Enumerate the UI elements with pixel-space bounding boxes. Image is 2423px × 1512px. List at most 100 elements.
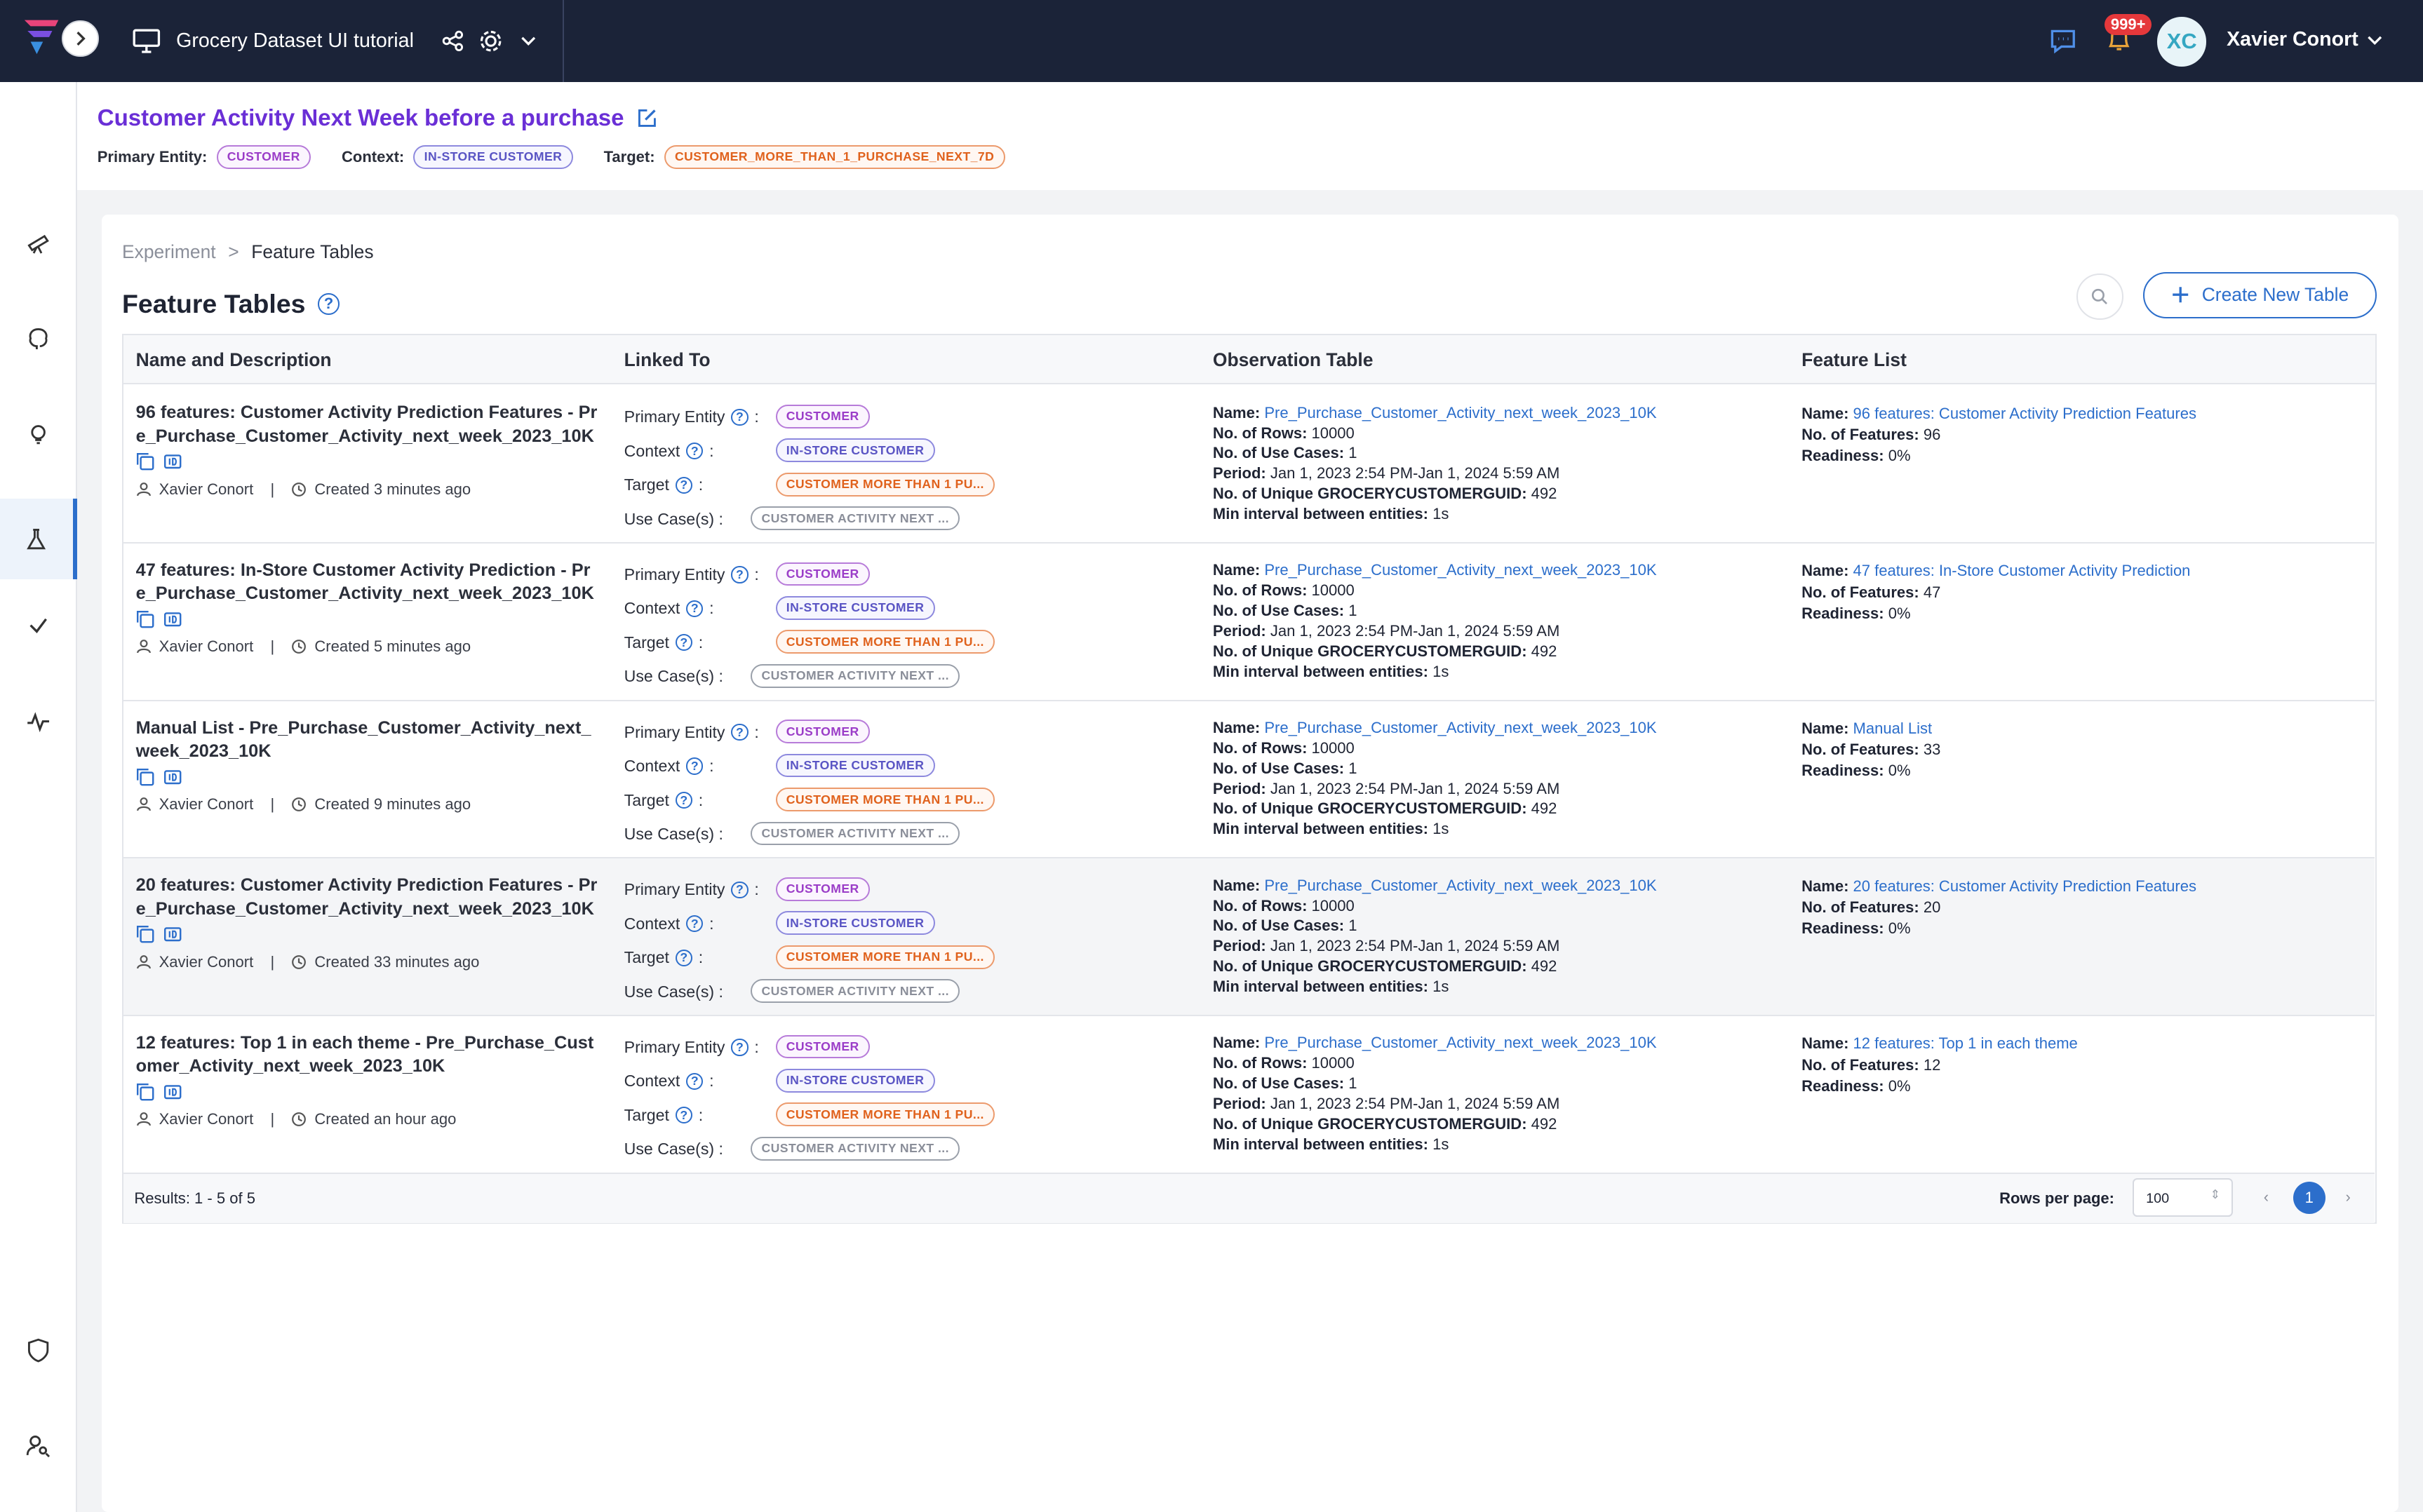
avatar[interactable]: XC: [2156, 17, 2207, 67]
target-tag[interactable]: CUSTOMER MORE THAN 1 PU...: [775, 788, 995, 811]
help-icon[interactable]: ?: [686, 600, 704, 617]
help-icon[interactable]: ?: [686, 1072, 704, 1091]
project-selector[interactable]: Grocery Dataset UI tutorial: [133, 0, 537, 82]
context-tag[interactable]: IN-STORE CUSTOMER: [775, 1069, 935, 1093]
sidebar-item-governance[interactable]: [0, 1319, 77, 1381]
help-icon[interactable]: ?: [686, 915, 704, 933]
sidebar-item-monitor[interactable]: [0, 691, 77, 752]
sidebar-item-users[interactable]: [0, 1415, 77, 1477]
sidebar-item-experiment[interactable]: [0, 499, 78, 579]
row-title[interactable]: Manual List - Pre_Purchase_Customer_Acti…: [135, 717, 591, 761]
help-icon[interactable]: ?: [686, 443, 704, 460]
app-logo-icon[interactable]: [18, 15, 62, 55]
table-row[interactable]: 12 features: Top 1 in each theme - Pre_P…: [123, 1016, 2375, 1174]
id-icon[interactable]: [163, 610, 182, 628]
primary-entity-tag[interactable]: CUSTOMER: [775, 720, 870, 743]
prev-page-icon[interactable]: ‹: [2263, 1187, 2269, 1206]
target-tag[interactable]: CUSTOMER MORE THAN 1 PU...: [775, 472, 995, 497]
create-new-table-button[interactable]: Create New Table: [2143, 271, 2377, 318]
feature-list-link[interactable]: 96 features: Customer Activity Predictio…: [1853, 404, 2196, 422]
row-title[interactable]: 20 features: Customer Activity Predictio…: [135, 875, 598, 919]
help-icon[interactable]: ?: [675, 476, 692, 494]
target-tag[interactable]: CUSTOMER_MORE_THAN_1_PURCHASE_NEXT_7D: [664, 145, 1005, 169]
context-tag[interactable]: IN-STORE CUSTOMER: [775, 595, 935, 620]
table-row[interactable]: 20 features: Customer Activity Predictio…: [123, 858, 2375, 1017]
row-title[interactable]: 96 features: Customer Activity Predictio…: [135, 403, 598, 446]
copy-icon[interactable]: [136, 768, 154, 786]
sidebar-item-ideate[interactable]: [0, 307, 77, 369]
search-button[interactable]: [2076, 273, 2123, 320]
help-icon[interactable]: ?: [686, 757, 704, 775]
sidebar-item-approve[interactable]: [0, 595, 77, 656]
feature-list-link[interactable]: 47 features: In-Store Customer Activity …: [1853, 562, 2191, 580]
target-tag[interactable]: CUSTOMER MORE THAN 1 PU...: [775, 945, 995, 969]
edit-icon[interactable]: [636, 107, 658, 129]
use-case-tag[interactable]: CUSTOMER ACTIVITY NEXT ...: [751, 821, 960, 846]
feature-list-link[interactable]: Manual List: [1853, 720, 1933, 738]
help-icon[interactable]: ?: [731, 1039, 749, 1056]
sidebar-collapse-button[interactable]: [62, 20, 99, 58]
id-icon[interactable]: [163, 768, 182, 786]
table-row[interactable]: Manual List - Pre_Purchase_Customer_Acti…: [123, 701, 2375, 859]
column-header-observation[interactable]: Observation Table: [1212, 349, 1374, 370]
id-icon[interactable]: [163, 1083, 182, 1101]
breadcrumb-root[interactable]: Experiment: [122, 241, 216, 262]
context-tag[interactable]: IN-STORE CUSTOMER: [775, 438, 935, 463]
next-page-icon[interactable]: ›: [2345, 1187, 2351, 1206]
share-icon[interactable]: [442, 30, 464, 52]
feature-list-link[interactable]: 12 features: Top 1 in each theme: [1853, 1034, 2078, 1053]
row-title[interactable]: 12 features: Top 1 in each theme - Pre_P…: [135, 1033, 594, 1076]
help-icon[interactable]: ?: [675, 949, 692, 966]
primary-entity-tag[interactable]: CUSTOMER: [775, 562, 870, 586]
rows-per-page-select[interactable]: 100 ⇕: [2132, 1178, 2233, 1217]
sidebar-item-insights[interactable]: [0, 403, 77, 465]
copy-icon[interactable]: [136, 925, 154, 943]
copy-icon[interactable]: [136, 610, 154, 628]
help-icon[interactable]: ?: [731, 881, 749, 898]
help-icon[interactable]: ?: [675, 1107, 692, 1124]
copy-icon[interactable]: [136, 452, 154, 471]
observation-table-link[interactable]: Pre_Purchase_Customer_Activity_next_week…: [1264, 876, 1657, 894]
help-icon[interactable]: ?: [731, 724, 749, 741]
target-tag[interactable]: CUSTOMER MORE THAN 1 PU...: [775, 1102, 995, 1127]
observation-table-link[interactable]: Pre_Purchase_Customer_Activity_next_week…: [1264, 719, 1657, 737]
help-icon[interactable]: ?: [731, 408, 749, 426]
help-icon[interactable]: ?: [675, 791, 692, 809]
target-tag[interactable]: CUSTOMER MORE THAN 1 PU...: [775, 630, 995, 654]
table-row[interactable]: 47 features: In-Store Customer Activity …: [123, 544, 2375, 701]
sidebar-item-discover[interactable]: [0, 212, 77, 274]
gear-icon[interactable]: [478, 29, 503, 53]
help-icon[interactable]: ?: [731, 566, 749, 583]
observation-table-link[interactable]: Pre_Purchase_Customer_Activity_next_week…: [1264, 561, 1657, 579]
context-tag[interactable]: IN-STORE CUSTOMER: [413, 145, 573, 169]
row-meta: Xavier Conort | Created 9 minutes ago: [136, 795, 600, 814]
column-header-name[interactable]: Name and Description: [135, 349, 332, 370]
chat-icon[interactable]: [2049, 28, 2077, 54]
primary-entity-tag[interactable]: CUSTOMER: [775, 877, 870, 901]
chevron-down-icon[interactable]: [519, 32, 537, 50]
row-title[interactable]: 47 features: In-Store Customer Activity …: [135, 560, 594, 604]
use-case-tag[interactable]: CUSTOMER ACTIVITY NEXT ...: [751, 506, 960, 530]
primary-entity-tag[interactable]: CUSTOMER: [775, 1034, 870, 1059]
use-case-tag[interactable]: CUSTOMER ACTIVITY NEXT ...: [751, 663, 960, 688]
id-icon[interactable]: [163, 925, 182, 943]
primary-entity-tag[interactable]: CUSTOMER: [216, 145, 311, 169]
table-row[interactable]: 96 features: Customer Activity Predictio…: [123, 386, 2375, 544]
column-header-feature-list[interactable]: Feature List: [1801, 349, 1907, 370]
feature-list-link[interactable]: 20 features: Customer Activity Predictio…: [1853, 877, 2196, 895]
observation-table-link[interactable]: Pre_Purchase_Customer_Activity_next_week…: [1264, 1034, 1657, 1052]
context-tag[interactable]: IN-STORE CUSTOMER: [775, 911, 935, 936]
help-icon[interactable]: ?: [318, 292, 340, 315]
column-header-linked[interactable]: Linked To: [624, 349, 711, 370]
user-name[interactable]: Xavier Conort: [2227, 27, 2358, 50]
copy-icon[interactable]: [136, 1083, 154, 1101]
use-case-tag[interactable]: CUSTOMER ACTIVITY NEXT ...: [751, 979, 960, 1004]
page-button-1[interactable]: 1: [2293, 1181, 2325, 1215]
id-icon[interactable]: [163, 452, 182, 471]
help-icon[interactable]: ?: [675, 634, 692, 652]
context-tag[interactable]: IN-STORE CUSTOMER: [775, 753, 935, 778]
user-menu-chevron-icon[interactable]: [2365, 31, 2384, 49]
observation-table-link[interactable]: Pre_Purchase_Customer_Activity_next_week…: [1264, 403, 1657, 421]
primary-entity-tag[interactable]: CUSTOMER: [775, 404, 870, 428]
use-case-tag[interactable]: CUSTOMER ACTIVITY NEXT ...: [751, 1136, 960, 1161]
